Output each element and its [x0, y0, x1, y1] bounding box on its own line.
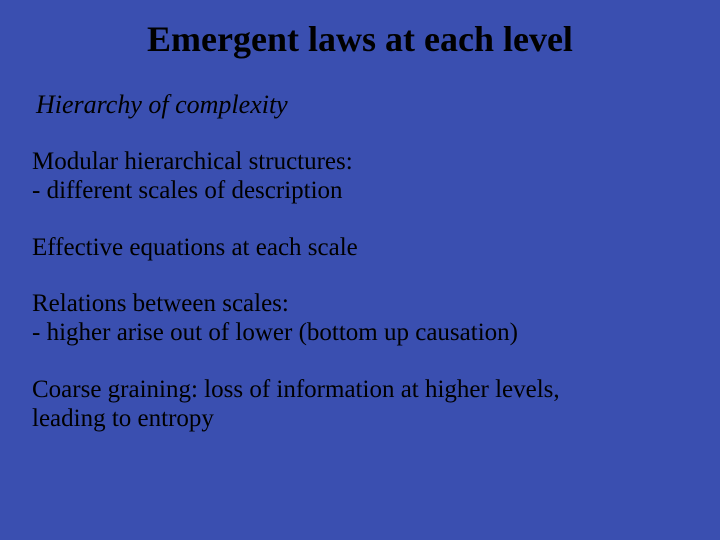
paragraph-4-line-2: leading to entropy — [32, 405, 214, 432]
paragraph-4-line-1: Coarse graining: loss of information at … — [32, 376, 560, 403]
paragraph-3-line-2: - higher arise out of lower (bottom up c… — [32, 319, 518, 346]
paragraph-1-line-2: - different scales of description — [32, 177, 343, 204]
slide-container: Emergent laws at each level Hierarchy of… — [0, 0, 720, 540]
paragraph-4: Coarse graining: loss of information at … — [32, 376, 688, 434]
slide-subtitle: Hierarchy of complexity — [36, 90, 688, 120]
paragraph-1-line-1: Modular hierarchical structures: — [32, 148, 353, 175]
slide-title: Emergent laws at each level — [72, 18, 648, 60]
paragraph-2-line-1: Effective equations at each scale — [32, 234, 358, 261]
paragraph-2: Effective equations at each scale — [32, 234, 688, 263]
paragraph-3-line-1: Relations between scales: — [32, 290, 289, 317]
paragraph-1: Modular hierarchical structures: - diffe… — [32, 148, 688, 206]
paragraph-3: Relations between scales: - higher arise… — [32, 290, 688, 348]
